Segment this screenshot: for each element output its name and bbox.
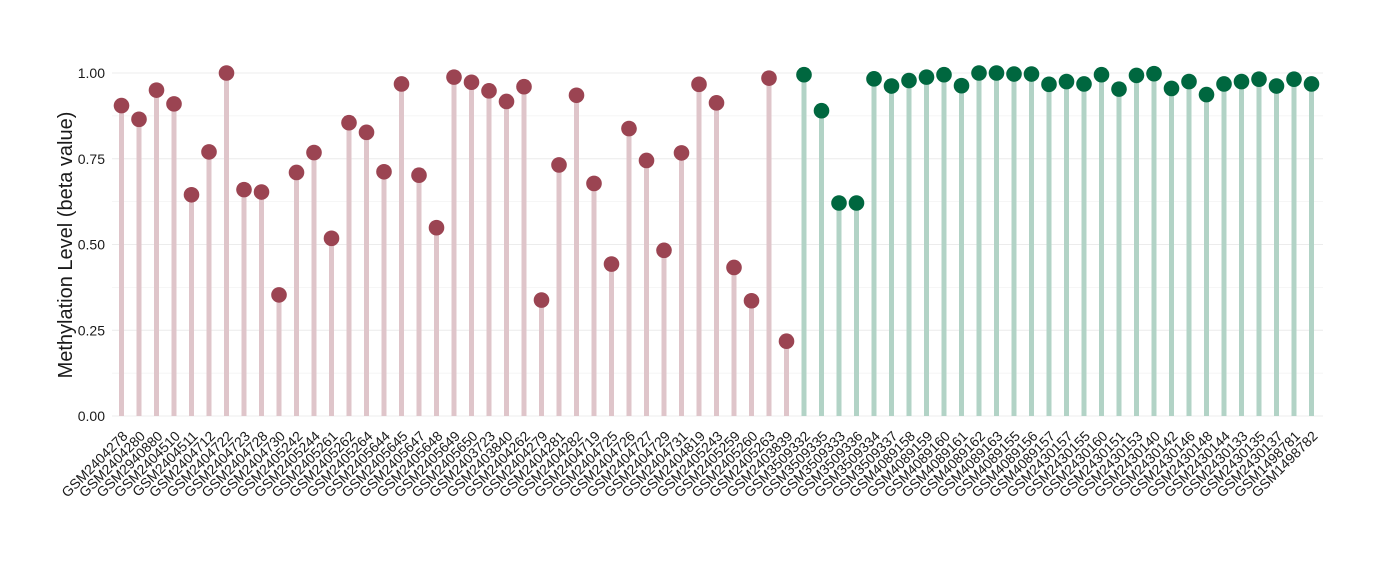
stems: [119, 73, 1314, 416]
lollipop-dot: [446, 69, 462, 85]
lollipop-dot: [1111, 81, 1127, 97]
lollipop-dot: [831, 195, 847, 211]
lollipop-dot: [1198, 86, 1215, 103]
lollipop-dot: [1251, 71, 1267, 87]
lollipop-dot: [411, 167, 427, 184]
lollipop-dot: [376, 163, 392, 180]
lollipop-dot: [621, 120, 637, 137]
lollipop-dot: [236, 181, 252, 198]
lollipop-dot: [638, 152, 655, 169]
lollipop-dot: [603, 256, 620, 272]
lollipop-dot: [1163, 80, 1180, 97]
lollipop-dot: [953, 77, 970, 94]
lollipop-dot: [708, 95, 725, 111]
lollipop-dot: [113, 97, 130, 114]
lollipop-dot: [918, 69, 935, 85]
lollipop-dot: [481, 83, 497, 99]
lollipop-dot: [1216, 76, 1232, 92]
lollipop-dot: [288, 164, 305, 181]
y-tick-label: 0.00: [78, 408, 105, 424]
lollipop-dot: [883, 78, 900, 94]
lollipop-dot: [533, 292, 550, 308]
lollipop-dot: [988, 65, 1005, 81]
lollipop-dot: [358, 124, 375, 141]
lollipop-dot: [761, 70, 777, 86]
lollipop-dot: [1006, 66, 1022, 82]
x-axis-labels: GSM2404278GSM2404280GSM2940880GSM2404510…: [58, 428, 1321, 501]
lollipop-dot: [148, 82, 165, 98]
lollipop-dot: [1233, 73, 1250, 90]
lollipop-dot: [428, 219, 445, 236]
y-axis-ticks: 0.00 0.25 0.50 0.75 1.00: [78, 65, 105, 424]
y-tick-label: 0.50: [78, 237, 105, 253]
lollipop-dot: [1093, 66, 1110, 83]
y-tick-label: 0.75: [78, 151, 105, 167]
lollipop-dot: [323, 230, 340, 247]
lollipop-dot: [463, 74, 480, 91]
lollipop-dot: [1076, 76, 1092, 92]
lollipop-dot: [1181, 73, 1197, 90]
y-axis-title: Methylation Level (beta value): [55, 112, 77, 379]
y-tick-label: 1.00: [78, 65, 105, 81]
lollipop-dot: [813, 102, 830, 119]
lollipop-dot: [691, 76, 707, 93]
lollipop-dot: [1303, 76, 1320, 92]
lollipop-dot: [1023, 66, 1040, 82]
lollipop-dot: [848, 195, 865, 211]
lollipop-dot: [341, 114, 357, 131]
lollipop-dot: [901, 72, 917, 89]
lollipop-dot: [936, 66, 952, 83]
lollipop-dot: [516, 78, 532, 95]
dots: [113, 65, 1320, 350]
lollipop-dot: [1146, 65, 1162, 82]
lollipop-dot: [253, 184, 270, 200]
lollipop-dot: [551, 157, 567, 173]
lollipop-dot: [1286, 71, 1302, 87]
lollipop-dot: [183, 186, 200, 203]
lollipop-dot: [656, 242, 672, 259]
lollipop-dot: [866, 71, 882, 87]
lollipop-dot: [726, 259, 742, 276]
lollipop-dot: [498, 93, 515, 110]
lollipop-dot: [1058, 73, 1075, 90]
lollipop-dot: [743, 292, 760, 309]
lollipop-dot: [271, 287, 287, 303]
lollipop-dot: [306, 144, 322, 161]
lollipop-dot: [971, 65, 987, 81]
lollipop-dot: [393, 76, 410, 92]
lollipop-dot: [1268, 78, 1285, 94]
y-tick-label: 0.25: [78, 322, 105, 338]
lollipop-dot: [131, 111, 147, 128]
lollipop-dot: [166, 96, 182, 112]
lollipop-dot: [796, 66, 812, 83]
lollipop-dot: [218, 65, 235, 81]
lollipop-dot: [1128, 67, 1145, 84]
lollipop-dot: [568, 87, 585, 104]
lollipop-dot: [1041, 76, 1057, 93]
lollipop-dot: [778, 333, 795, 350]
lollipop-dot: [586, 175, 602, 192]
lollipop-dot: [673, 145, 690, 161]
lollipop-dot: [201, 144, 217, 160]
